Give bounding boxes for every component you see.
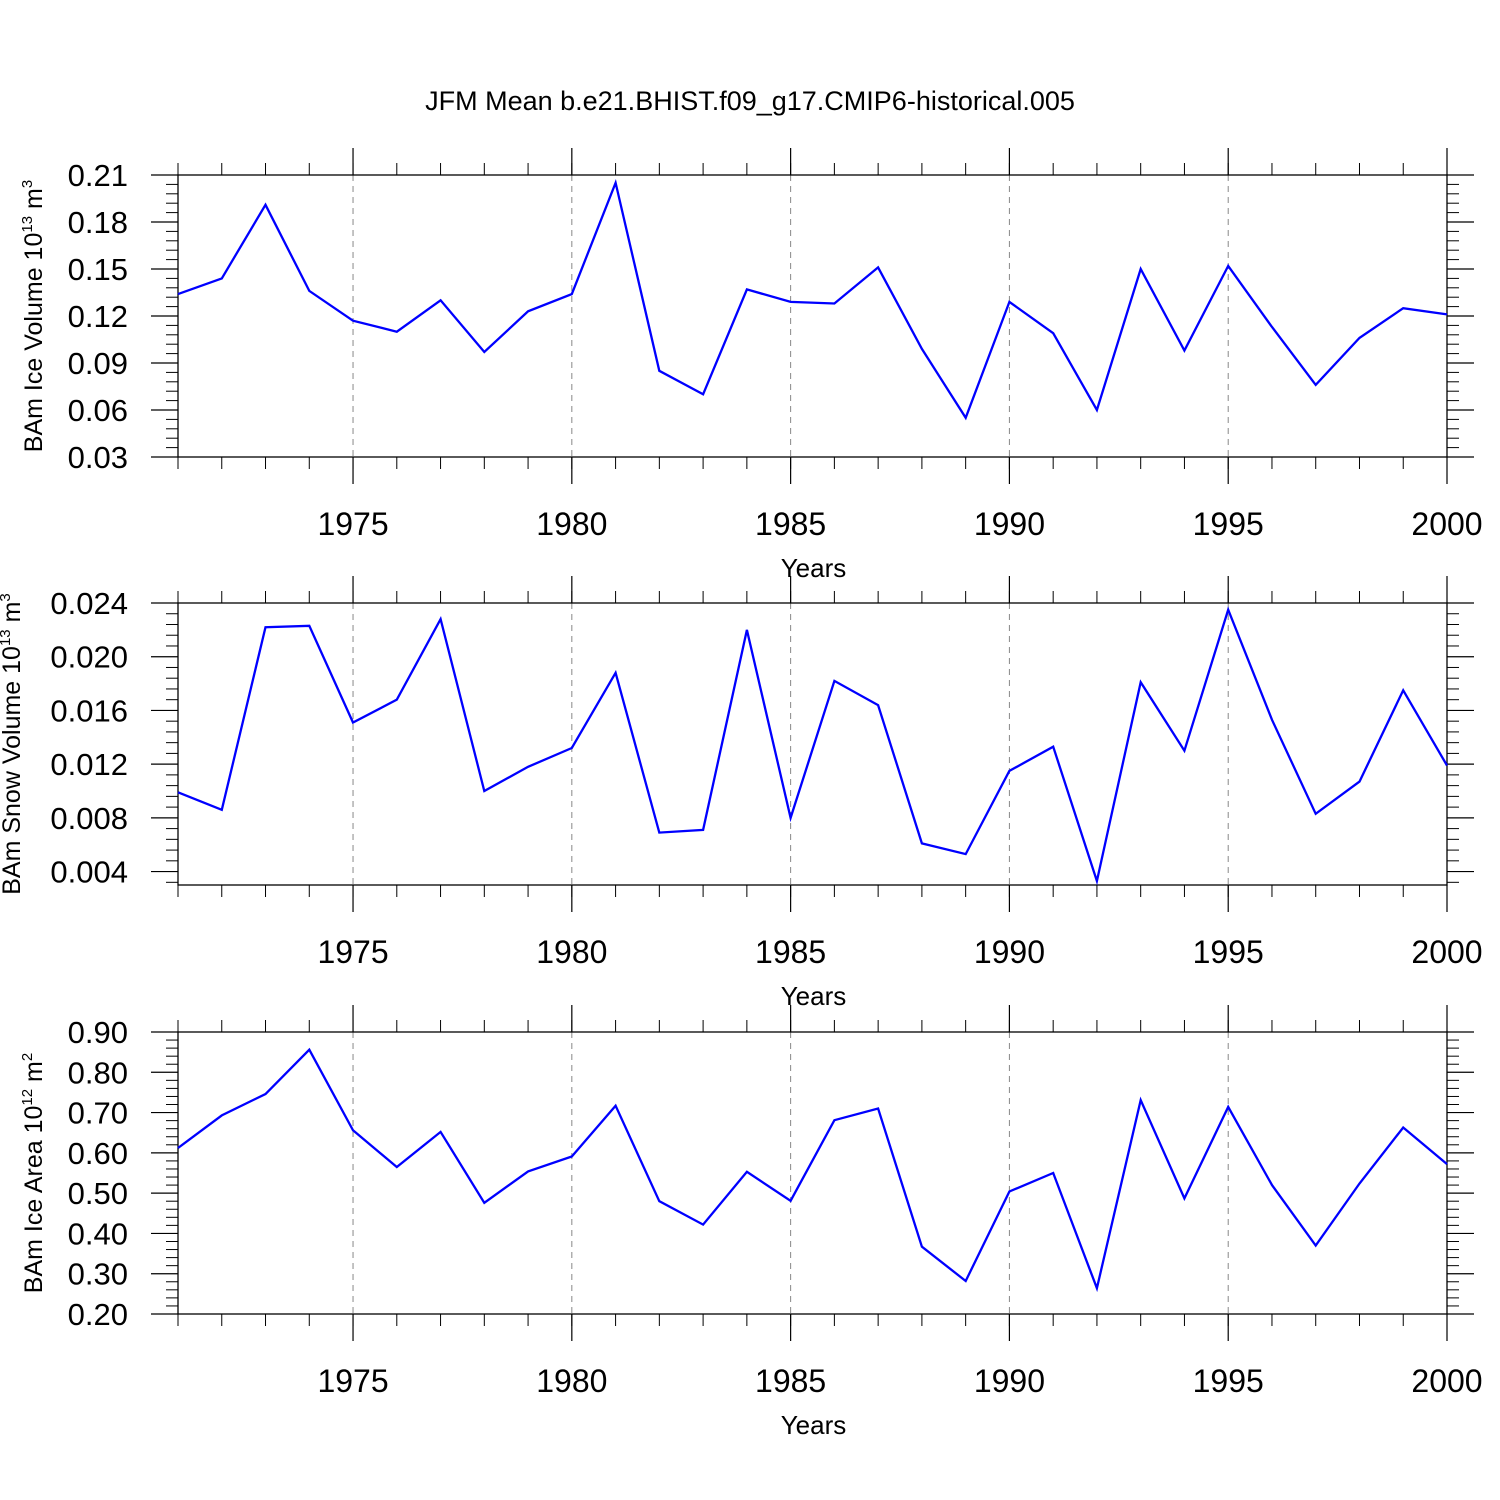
y-axis-label-superscript: 3 <box>19 180 36 188</box>
y-tick-label: 0.016 <box>50 693 128 728</box>
y-axis-label-superscript: 12 <box>19 1089 36 1106</box>
y-axis-label: BAm Ice Area 1012 m2 <box>19 1053 48 1293</box>
x-axis-label: Years <box>781 553 847 583</box>
x-tick-label: 1995 <box>1193 506 1264 542</box>
y-tick-label: 0.80 <box>68 1055 128 1090</box>
y-axis-label-superscript: 13 <box>19 216 36 233</box>
y-tick-label: 0.20 <box>68 1297 128 1332</box>
y-axis-label-text: BAm Ice Area 10 <box>20 1106 48 1294</box>
x-tick-label: 1975 <box>317 1363 388 1399</box>
x-tick-label: 1995 <box>1193 1363 1264 1399</box>
y-tick-label: 0.024 <box>50 586 128 621</box>
y-axis-label-superscript: 2 <box>19 1053 36 1061</box>
y-tick-label: 0.020 <box>50 640 128 675</box>
y-axis-label-text: BAm Ice Volume 10 <box>20 233 48 453</box>
x-axis-label: Years <box>781 981 847 1011</box>
x-tick-label: 2000 <box>1411 934 1482 970</box>
x-tick-label: 1985 <box>755 934 826 970</box>
series-line-1 <box>177 1047 1448 1293</box>
x-tick-label: 1990 <box>974 1363 1045 1399</box>
series-line-1 <box>177 606 1448 886</box>
y-tick-label: 0.03 <box>68 440 128 475</box>
y-tick-label: 0.012 <box>50 747 128 782</box>
y-axis-label: BAm Snow Volume 1013 m3 <box>0 593 26 895</box>
y-tick-label: 0.004 <box>50 855 128 890</box>
x-tick-label: 2000 <box>1411 1363 1482 1399</box>
y-tick-label: 0.50 <box>68 1176 128 1211</box>
x-tick-label: 1980 <box>536 934 607 970</box>
y-tick-label: 0.008 <box>50 801 128 836</box>
plot-frame <box>177 1031 1448 1315</box>
x-tick-label: 1980 <box>536 506 607 542</box>
x-tick-label: 1990 <box>974 934 1045 970</box>
x-tick-label: 1985 <box>755 1363 826 1399</box>
chart-panel-1: 0.03 0.06 0.09 0.12 0.15 0.18 0.21 1975 1980 1985… <box>19 148 1483 583</box>
y-axis-label-text: m <box>0 602 26 630</box>
chart-panel-2: 0.004 0.008 0.012 0.016 0.020 0.024 1975 1980 19… <box>0 576 1483 1011</box>
y-axis-label-text: m <box>20 188 48 216</box>
y-tick-label: 0.09 <box>68 346 128 381</box>
y-tick-label: 0.30 <box>68 1257 128 1292</box>
y-axis-label-text: m <box>20 1061 48 1089</box>
x-tick-label: 1990 <box>974 506 1045 542</box>
y-tick-label: 0.06 <box>68 393 128 428</box>
chart-panel-3: 0.20 0.30 0.40 0.50 0.60 0.70 0.80 0.90 1975 1980… <box>19 1005 1483 1440</box>
x-tick-label: 1995 <box>1193 934 1264 970</box>
figure-title: JFM Mean b.e21.BHIST.f09_g17.CMIP6-histo… <box>425 86 1075 116</box>
x-axis-label: Years <box>781 1410 847 1440</box>
x-tick-label: 2000 <box>1411 506 1482 542</box>
y-tick-label: 0.21 <box>68 158 128 193</box>
x-tick-label: 1975 <box>317 506 388 542</box>
series-line-1 <box>177 178 1448 421</box>
y-tick-label: 0.60 <box>68 1136 128 1171</box>
y-axis-label: BAm Ice Volume 1013 m3 <box>19 180 48 452</box>
plot-frame <box>177 174 1448 458</box>
y-tick-label: 0.90 <box>68 1015 128 1050</box>
y-tick-label: 0.40 <box>68 1216 128 1251</box>
y-axis-label-text: BAm Snow Volume 10 <box>0 646 26 895</box>
y-tick-label: 0.15 <box>68 252 128 287</box>
y-tick-label: 0.18 <box>68 205 128 240</box>
y-axis-label-superscript: 13 <box>0 629 14 646</box>
y-axis-label-superscript: 3 <box>0 593 14 601</box>
y-tick-label: 0.70 <box>68 1096 128 1131</box>
x-tick-label: 1975 <box>317 934 388 970</box>
y-tick-label: 0.12 <box>68 299 128 334</box>
x-tick-label: 1985 <box>755 506 826 542</box>
x-tick-label: 1980 <box>536 1363 607 1399</box>
plot-frame <box>177 602 1448 886</box>
